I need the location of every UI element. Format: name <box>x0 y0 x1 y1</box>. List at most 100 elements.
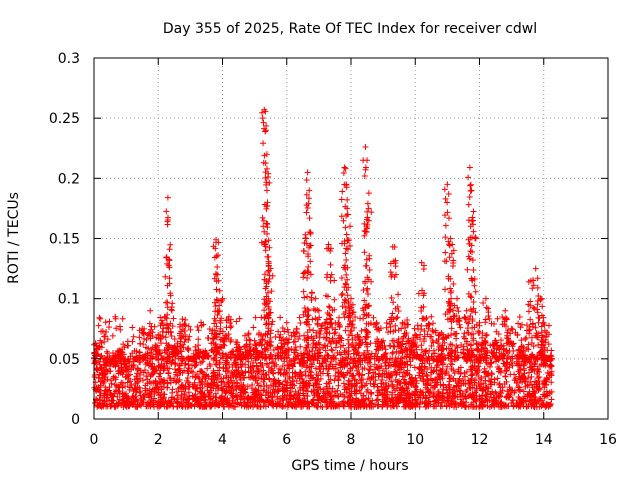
data-point <box>468 187 475 194</box>
data-point <box>429 337 436 344</box>
data-point <box>121 401 128 408</box>
data-point <box>166 365 173 372</box>
data-point <box>239 369 246 376</box>
data-point <box>261 399 268 406</box>
data-point <box>470 392 477 399</box>
data-point <box>245 331 252 338</box>
data-point <box>409 402 416 409</box>
data-point <box>523 345 530 352</box>
data-point <box>128 381 135 388</box>
data-point <box>315 372 322 379</box>
data-point <box>262 175 269 182</box>
data-point <box>339 290 346 297</box>
data-point <box>480 299 487 306</box>
data-point <box>262 128 269 135</box>
data-point <box>143 403 150 410</box>
data-point <box>436 374 443 381</box>
data-point <box>389 350 396 357</box>
data-point <box>399 386 406 393</box>
data-point <box>535 377 542 384</box>
data-point <box>521 365 528 372</box>
data-point <box>106 354 113 361</box>
data-point <box>209 399 216 406</box>
data-point <box>428 313 435 320</box>
data-point <box>234 392 241 399</box>
data-point <box>326 303 333 310</box>
data-point <box>363 286 370 293</box>
data-point <box>497 342 504 349</box>
data-point <box>454 388 461 395</box>
data-point <box>150 366 157 373</box>
data-point <box>170 315 177 322</box>
data-point <box>301 332 308 339</box>
data-point <box>103 328 110 335</box>
data-point <box>367 363 374 370</box>
data-point <box>279 363 286 370</box>
data-point <box>159 391 166 398</box>
data-point <box>331 377 338 384</box>
data-point <box>166 275 173 282</box>
data-point <box>516 395 523 402</box>
data-point <box>502 401 509 408</box>
data-point <box>163 208 170 215</box>
data-point <box>402 331 409 338</box>
data-point <box>181 390 188 397</box>
data-point <box>342 224 349 231</box>
data-point <box>527 359 534 366</box>
data-point <box>126 396 133 403</box>
data-point <box>336 370 343 377</box>
data-point <box>451 370 458 377</box>
data-point <box>523 398 530 405</box>
data-point <box>218 398 225 405</box>
data-point <box>339 188 346 195</box>
data-point <box>391 368 398 375</box>
data-point <box>158 396 165 403</box>
data-point <box>507 392 514 399</box>
data-point <box>126 402 133 409</box>
data-point <box>304 293 311 300</box>
data-point <box>195 327 202 334</box>
data-point <box>351 403 358 410</box>
data-point <box>393 348 400 355</box>
data-point <box>475 380 482 387</box>
data-point <box>532 389 539 396</box>
data-point <box>313 403 320 410</box>
data-point <box>239 386 246 393</box>
data-point <box>247 363 254 370</box>
data-point <box>325 372 332 379</box>
data-point <box>102 333 109 340</box>
data-point <box>358 377 365 384</box>
data-point <box>252 399 259 406</box>
data-point <box>142 361 149 368</box>
data-point <box>488 359 495 366</box>
data-point <box>194 396 201 403</box>
data-point <box>345 390 352 397</box>
data-point <box>548 396 555 403</box>
data-point <box>456 391 463 398</box>
data-point <box>362 262 369 269</box>
data-point <box>287 393 294 400</box>
data-point <box>417 374 424 381</box>
data-point <box>312 365 319 372</box>
data-point <box>482 397 489 404</box>
data-point <box>510 400 517 407</box>
data-point <box>279 324 286 331</box>
data-point <box>300 270 307 277</box>
data-point <box>181 367 188 374</box>
data-point <box>545 322 552 329</box>
data-point <box>341 403 348 410</box>
data-point <box>364 291 371 298</box>
data-point <box>488 376 495 383</box>
data-point <box>473 392 480 399</box>
data-point <box>487 391 494 398</box>
data-point <box>280 397 287 404</box>
data-point <box>134 375 141 382</box>
data-point <box>525 341 532 348</box>
data-point <box>534 284 541 291</box>
data-point <box>91 371 98 378</box>
data-point <box>484 388 491 395</box>
data-point <box>389 389 396 396</box>
data-point <box>173 388 180 395</box>
data-point <box>129 350 136 357</box>
